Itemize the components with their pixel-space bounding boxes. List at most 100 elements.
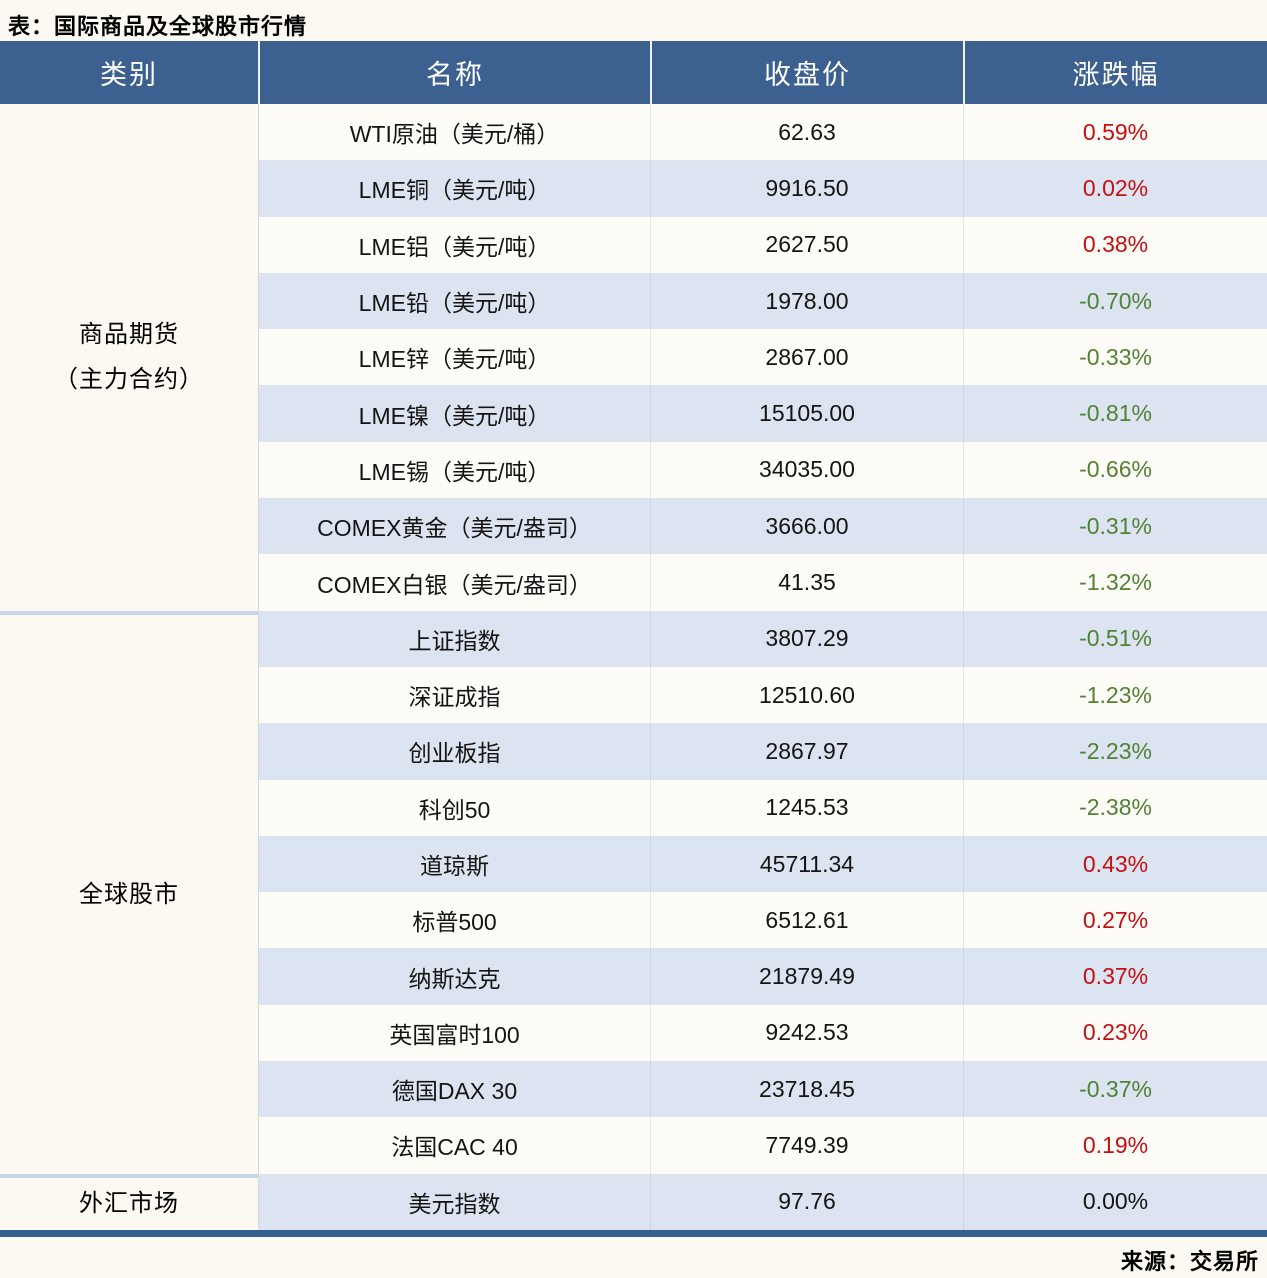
table-row: 德国DAX 30 23718.45 -0.37%	[259, 1061, 1267, 1118]
table-row: 法国CAC 40 7749.39 0.19%	[259, 1117, 1267, 1174]
name-cell: 创业板指	[408, 740, 501, 767]
name-cell: LME锌（美元/吨）	[358, 346, 551, 373]
close-cell: 7749.39	[650, 1117, 963, 1174]
table-row: WTI原油（美元/桶） 62.63 0.59%	[259, 104, 1267, 161]
change-cell: 0.23%	[963, 1004, 1267, 1062]
close-cell: 9916.50	[650, 160, 963, 217]
name-cell: 纳斯达克	[408, 965, 501, 992]
category-label: 全球股市	[79, 880, 179, 908]
header-cell-1: 名称	[258, 41, 650, 104]
name-cell: WTI原油（美元/桶）	[349, 121, 560, 148]
change-cell: 0.59%	[963, 104, 1267, 161]
name-cell: COMEX黄金（美元/盎司）	[317, 515, 592, 542]
table-row: 深证成指 12510.60 -1.23%	[259, 666, 1267, 724]
close-cell: 1978.00	[650, 272, 963, 330]
category-cell: 商品期货 （主力合约）	[0, 104, 258, 611]
change-cell: 0.00%	[963, 1173, 1267, 1230]
change-cell: -1.23%	[963, 666, 1267, 724]
category-label: 商品期货	[79, 321, 179, 349]
table-row: LME锡（美元/吨） 34035.00 -0.66%	[259, 441, 1267, 499]
group-rows: WTI原油（美元/桶） 62.63 0.59% LME铜（美元/吨） 9916.50 0.…	[258, 104, 1267, 611]
change-cell: -0.37%	[963, 1061, 1267, 1118]
table-row: 创业板指 2867.97 -2.23%	[259, 723, 1267, 780]
table-row: COMEX黄金（美元/盎司） 3666.00 -0.31%	[259, 498, 1267, 555]
source-note: 来源：交易所	[1120, 1248, 1259, 1274]
change-cell: 0.19%	[963, 1117, 1267, 1174]
name-cell: 法国CAC 40	[391, 1134, 518, 1161]
name-cell: LME镍（美元/吨）	[358, 402, 551, 429]
category-label: （主力合约）	[54, 366, 204, 394]
change-cell: -0.33%	[963, 329, 1267, 386]
group-rows: 美元指数 97.76 0.00%	[258, 1173, 1267, 1230]
table-row: LME铅（美元/吨） 1978.00 -0.70%	[259, 272, 1267, 330]
header-cell-0: 类别	[100, 60, 158, 90]
page-title: 表：国际商品及全球股市行情	[8, 14, 308, 39]
change-cell: 0.27%	[963, 892, 1267, 949]
category-group: 全球股市 上证指数 3807.29 -0.51% 深证成指 12510.60 -1.23% 创…	[0, 610, 1267, 1174]
change-cell: -1.32%	[963, 554, 1267, 611]
name-cell: LME锡（美元/吨）	[358, 458, 551, 485]
group-rows: 上证指数 3807.29 -0.51% 深证成指 12510.60 -1.23% 创业板指 2…	[258, 610, 1267, 1174]
name-cell: 德国DAX 30	[391, 1078, 518, 1105]
category-label: 外汇市场	[79, 1190, 179, 1218]
table-row: 纳斯达克 21879.49 0.37%	[259, 948, 1267, 1005]
close-cell: 23718.45	[650, 1061, 963, 1118]
close-cell: 15105.00	[650, 385, 963, 442]
close-cell: 2627.50	[650, 216, 963, 273]
table-body: 商品期货 （主力合约） WTI原油（美元/桶） 62.63 0.59% LME铜（美元/吨…	[0, 104, 1267, 1230]
table-row: COMEX白银（美元/盎司） 41.35 -1.32%	[259, 554, 1267, 611]
table-row: LME镍（美元/吨） 15105.00 -0.81%	[259, 385, 1267, 442]
category-cell: 外汇市场	[0, 1173, 258, 1230]
close-cell: 6512.61	[650, 892, 963, 949]
category-cell: 全球股市	[0, 610, 258, 1174]
table-bottom-border	[0, 1229, 1267, 1237]
name-cell: 道琼斯	[420, 853, 489, 879]
close-cell: 97.76	[650, 1173, 963, 1230]
header-cell-2: 收盘价	[650, 41, 963, 104]
table-row: LME锌（美元/吨） 2867.00 -0.33%	[259, 329, 1267, 386]
change-cell: -0.31%	[963, 498, 1267, 555]
name-cell: LME铜（美元/吨）	[358, 177, 551, 204]
change-cell: 0.38%	[963, 216, 1267, 273]
change-cell: 0.37%	[963, 948, 1267, 1005]
name-cell: 深证成指	[408, 684, 501, 711]
change-cell: 0.02%	[963, 160, 1267, 217]
table-row: LME铜（美元/吨） 9916.50 0.02%	[259, 160, 1267, 217]
category-group: 外汇市场 美元指数 97.76 0.00%	[0, 1173, 1267, 1230]
close-cell: 41.35	[650, 554, 963, 611]
close-cell: 45711.34	[650, 835, 963, 893]
table-row: 标普500 6512.61 0.27%	[259, 892, 1267, 949]
category-group: 商品期货 （主力合约） WTI原油（美元/桶） 62.63 0.59% LME铜（美元/吨…	[0, 104, 1267, 611]
name-cell: 美元指数	[408, 1190, 501, 1217]
header-cell-3: 涨跌幅	[963, 41, 1267, 104]
change-cell: -0.66%	[963, 441, 1267, 499]
close-cell: 34035.00	[650, 441, 963, 499]
name-cell: LME铅（美元/吨）	[358, 290, 551, 317]
close-cell: 2867.00	[650, 329, 963, 386]
close-cell: 3807.29	[650, 610, 963, 667]
change-cell: 0.43%	[963, 835, 1267, 893]
market-table: 类别 名称 收盘价 涨跌幅 商品期货 （主力合约） WTI原油（美元/桶） 62.63 0.5…	[0, 41, 1267, 1237]
name-cell: 科创50	[418, 796, 491, 823]
table-row: 上证指数 3807.29 -0.51%	[259, 610, 1267, 667]
table-row: 道琼斯 45711.34 0.43%	[259, 835, 1267, 893]
name-cell: 上证指数	[408, 627, 501, 654]
close-cell: 3666.00	[650, 498, 963, 555]
table-header: 类别 名称 收盘价 涨跌幅	[0, 41, 1267, 104]
close-cell: 9242.53	[650, 1004, 963, 1062]
name-cell: 英国富时100	[389, 1021, 520, 1048]
close-cell: 1245.53	[650, 779, 963, 836]
table-row: 科创50 1245.53 -2.38%	[259, 779, 1267, 836]
change-cell: -2.38%	[963, 779, 1267, 836]
name-cell: COMEX白银（美元/盎司）	[317, 571, 592, 598]
table-row: LME铝（美元/吨） 2627.50 0.38%	[259, 216, 1267, 273]
close-cell: 21879.49	[650, 948, 963, 1005]
change-cell: -0.70%	[963, 272, 1267, 330]
change-cell: -0.81%	[963, 385, 1267, 442]
change-cell: -0.51%	[963, 610, 1267, 667]
close-cell: 62.63	[650, 104, 963, 161]
change-cell: -2.23%	[963, 723, 1267, 780]
name-cell: LME铝（美元/吨）	[358, 233, 551, 260]
name-cell: 标普500	[412, 909, 497, 936]
